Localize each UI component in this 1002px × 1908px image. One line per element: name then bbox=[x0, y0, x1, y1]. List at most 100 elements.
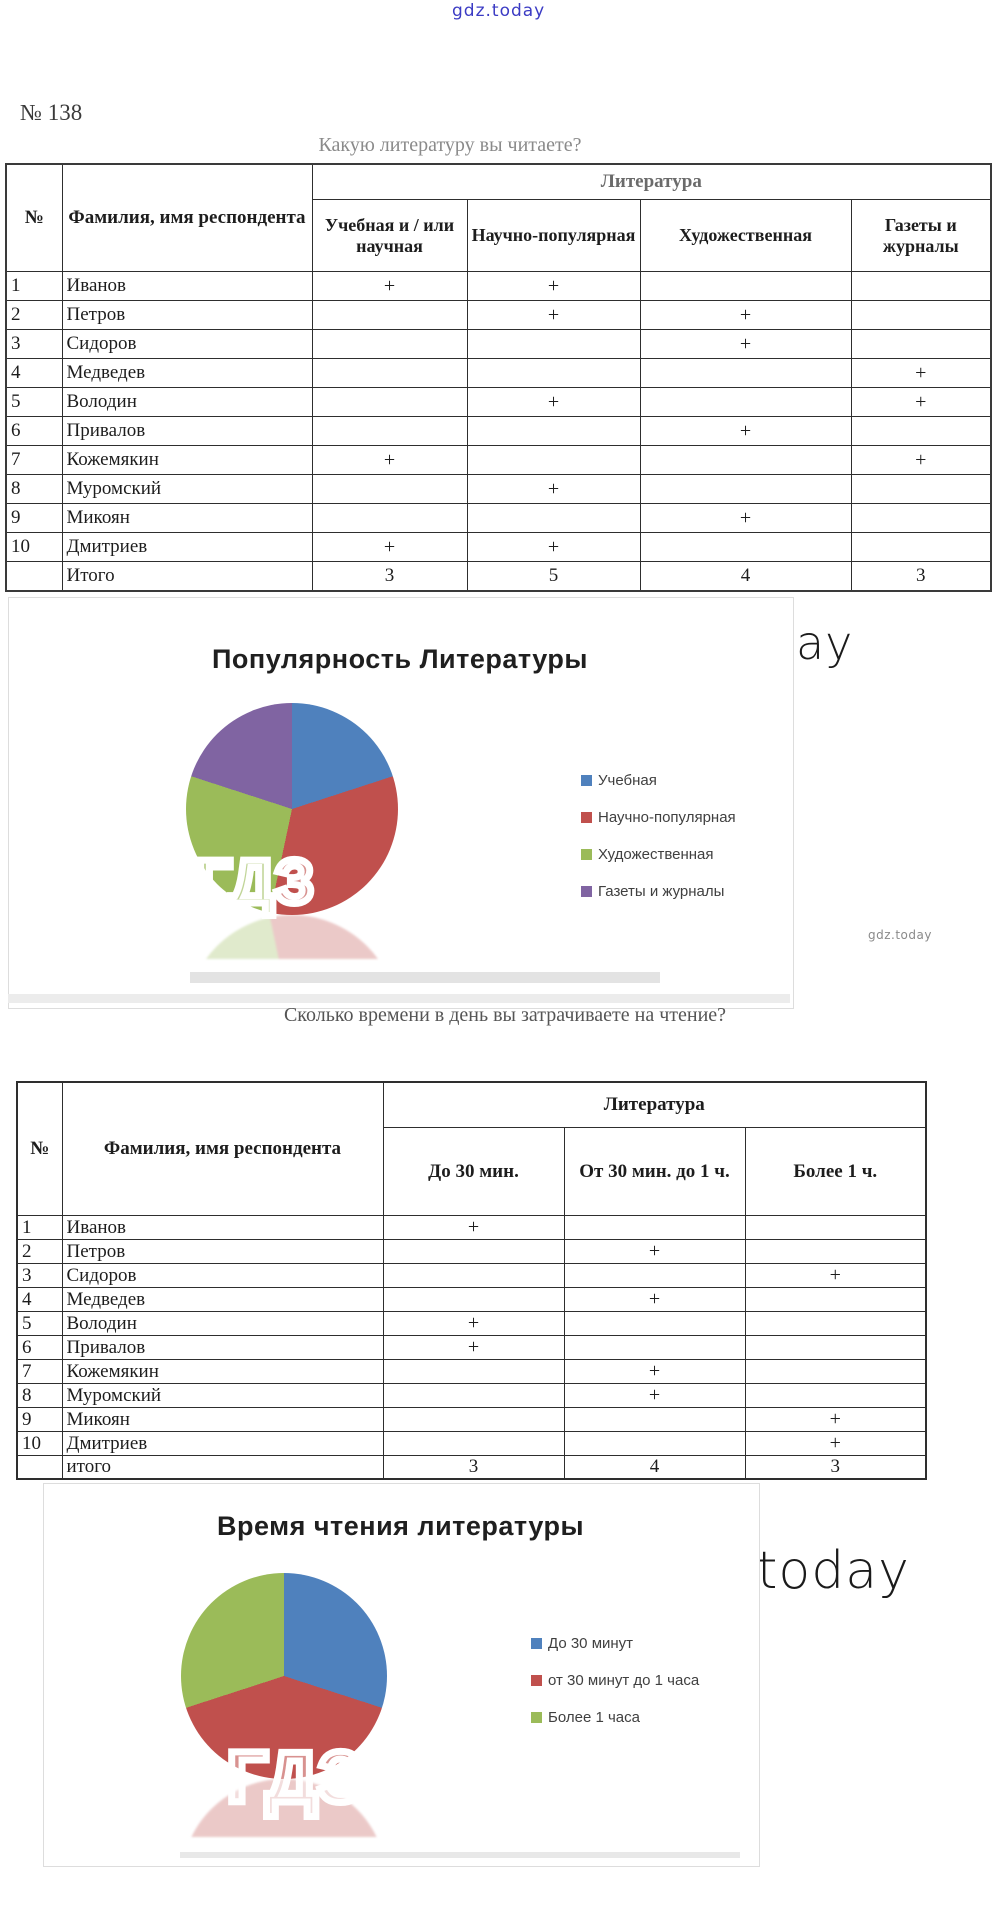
answer-mark bbox=[382, 1383, 565, 1408]
col-header-number: № bbox=[16, 1081, 63, 1216]
answer-mark: + bbox=[466, 300, 641, 330]
respondent-name: Иванов bbox=[61, 1215, 384, 1240]
answer-mark bbox=[382, 1263, 565, 1288]
empty-cell bbox=[5, 561, 63, 591]
legend-item: До 30 минут bbox=[531, 1635, 633, 1652]
legend-swatch-icon bbox=[531, 1675, 542, 1686]
row-number: 6 bbox=[16, 1335, 63, 1360]
watermark-gdz-small: gdz.today bbox=[868, 928, 932, 942]
legend-swatch-icon bbox=[531, 1712, 542, 1723]
answer-mark bbox=[563, 1311, 746, 1336]
answer-mark bbox=[382, 1407, 565, 1432]
totals-row: Итого 3 5 4 3 bbox=[5, 561, 992, 591]
answer-mark bbox=[639, 387, 852, 417]
table-row: 6 Привалов + bbox=[16, 1335, 927, 1360]
col-group-literature: Литература bbox=[382, 1081, 927, 1128]
legend-item: Научно-популярная bbox=[581, 809, 736, 826]
col-group-literature: Литература bbox=[311, 163, 992, 200]
legend-label: Научно-популярная bbox=[598, 809, 736, 826]
reading-time-table: № Фамилия, имя респондента Литература До… bbox=[16, 1081, 928, 1481]
table-header-row: № Фамилия, имя респондента Литература bbox=[5, 163, 992, 272]
respondent-name: Привалов bbox=[61, 1335, 384, 1360]
table-row: 9 Микоян + bbox=[16, 1407, 927, 1432]
table-row: 8 Муромский + bbox=[5, 474, 992, 504]
total-value: 3 bbox=[850, 561, 992, 591]
table-row: 7 Кожемякин + + bbox=[5, 445, 992, 475]
table-row: 6 Привалов + bbox=[5, 416, 992, 446]
answer-mark bbox=[639, 358, 852, 388]
answer-mark bbox=[639, 532, 852, 562]
answer-mark: + bbox=[563, 1359, 746, 1384]
total-value: 4 bbox=[639, 561, 852, 591]
question-2-title: Сколько времени в день вы затрачиваете н… bbox=[283, 1004, 727, 1026]
col-header-name: Фамилия, имя респондента bbox=[61, 1081, 384, 1216]
respondent-name: Дмитриев bbox=[61, 532, 313, 562]
answer-mark bbox=[850, 532, 992, 562]
answer-mark: + bbox=[382, 1335, 565, 1360]
col-header-study: Учебная и / или научная bbox=[311, 199, 468, 272]
answer-mark bbox=[466, 416, 641, 446]
legend-label: Более 1 часа bbox=[548, 1709, 640, 1726]
row-number: 1 bbox=[16, 1215, 63, 1240]
answer-mark bbox=[850, 416, 992, 446]
respondent-name: Володин bbox=[61, 387, 313, 417]
total-value: 3 bbox=[744, 1455, 927, 1480]
pie-chart-reading-time bbox=[181, 1573, 387, 1779]
respondent-name: Иванов bbox=[61, 271, 313, 301]
legend-item: от 30 минут до 1 часа bbox=[531, 1672, 699, 1689]
watermark-letters-gdz: ГДЗ bbox=[223, 1738, 366, 1818]
legend-item: Газеты и журналы bbox=[581, 883, 724, 900]
table-row: 1 Иванов + bbox=[16, 1215, 927, 1240]
answer-mark: + bbox=[311, 271, 468, 301]
total-value: 4 bbox=[563, 1455, 746, 1480]
answer-mark bbox=[744, 1215, 927, 1240]
literature-popularity-chart bbox=[8, 597, 794, 1009]
row-number: 9 bbox=[5, 503, 63, 533]
answer-mark bbox=[744, 1335, 927, 1360]
respondent-name: Дмитриев bbox=[61, 1431, 384, 1456]
col-header-name: Фамилия, имя респондента bbox=[61, 163, 313, 272]
answer-mark bbox=[382, 1359, 565, 1384]
answer-mark bbox=[311, 358, 468, 388]
table-row: 9 Микоян + bbox=[5, 503, 992, 533]
answer-mark bbox=[563, 1407, 746, 1432]
pie1-reflection bbox=[186, 915, 398, 959]
reading-time-chart bbox=[43, 1483, 760, 1867]
answer-mark bbox=[311, 503, 468, 533]
respondent-name: Микоян bbox=[61, 503, 313, 533]
total-value: 3 bbox=[311, 561, 468, 591]
answer-mark: + bbox=[563, 1287, 746, 1312]
answer-mark bbox=[850, 474, 992, 504]
answer-mark: + bbox=[466, 474, 641, 504]
answer-mark bbox=[382, 1239, 565, 1264]
task-number: № 138 bbox=[20, 100, 83, 125]
table-row: 5 Володин + bbox=[16, 1311, 927, 1336]
legend-label: от 30 минут до 1 часа bbox=[548, 1672, 700, 1689]
answer-mark bbox=[466, 445, 641, 475]
answer-mark bbox=[563, 1263, 746, 1288]
answer-mark: + bbox=[382, 1215, 565, 1240]
table-row: 10 Дмитриев + + bbox=[5, 532, 992, 562]
answer-mark: + bbox=[466, 532, 641, 562]
total-value: 3 bbox=[382, 1455, 565, 1480]
answer-mark: + bbox=[563, 1239, 746, 1264]
answer-mark bbox=[311, 329, 468, 359]
table-row: 3 Сидоров + bbox=[16, 1263, 927, 1288]
pie-chart-literature bbox=[186, 703, 398, 915]
col-header-newspapers: Газеты и журналы bbox=[850, 199, 992, 272]
answer-mark bbox=[744, 1383, 927, 1408]
answer-mark bbox=[744, 1359, 927, 1384]
answer-mark bbox=[466, 329, 641, 359]
answer-mark bbox=[744, 1239, 927, 1264]
answer-mark bbox=[311, 416, 468, 446]
legend-swatch-icon bbox=[581, 775, 592, 786]
table-row: 4 Медведев + bbox=[16, 1287, 927, 1312]
row-number: 3 bbox=[16, 1263, 63, 1288]
total-label: итого bbox=[61, 1455, 384, 1480]
literature-type-table: № Фамилия, имя респондента Литература Уч… bbox=[5, 163, 993, 592]
answer-mark bbox=[850, 503, 992, 533]
row-number: 4 bbox=[16, 1287, 63, 1312]
answer-mark: + bbox=[311, 445, 468, 475]
respondent-name: Кожемякин bbox=[61, 1359, 384, 1384]
answer-mark bbox=[466, 358, 641, 388]
